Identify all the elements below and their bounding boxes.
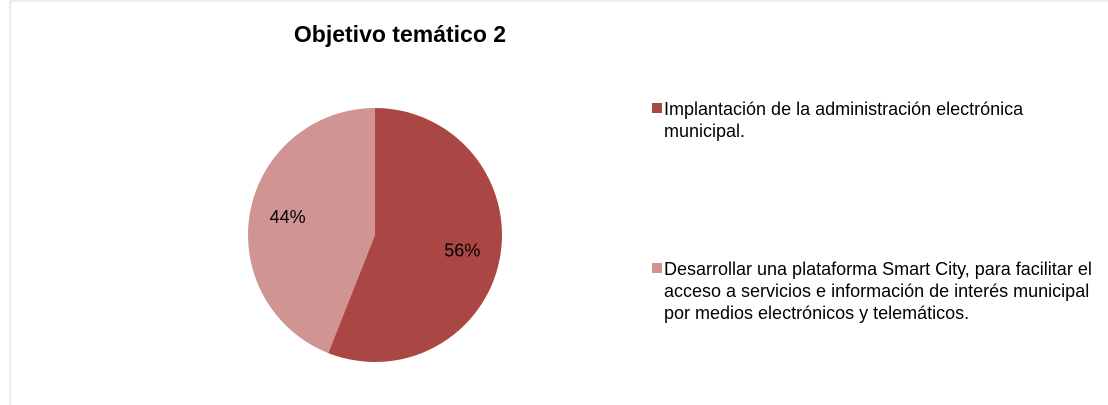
legend-label: Desarrollar una plataforma Smart City, p… xyxy=(664,259,1092,323)
legend-label: Implantación de la administración electr… xyxy=(664,99,1024,141)
data-label: 56% xyxy=(444,240,480,260)
legend-swatch xyxy=(652,263,662,273)
legend-item: Implantación de la administración electr… xyxy=(652,98,1092,142)
pie-slice xyxy=(247,108,375,354)
pie-slice xyxy=(328,108,502,362)
chart-title: Objetivo temático 2 xyxy=(294,21,506,47)
legend-item: Desarrollar una plataforma Smart City, p… xyxy=(652,258,1092,324)
data-label: 44% xyxy=(270,207,306,227)
legend-swatch xyxy=(652,103,662,113)
